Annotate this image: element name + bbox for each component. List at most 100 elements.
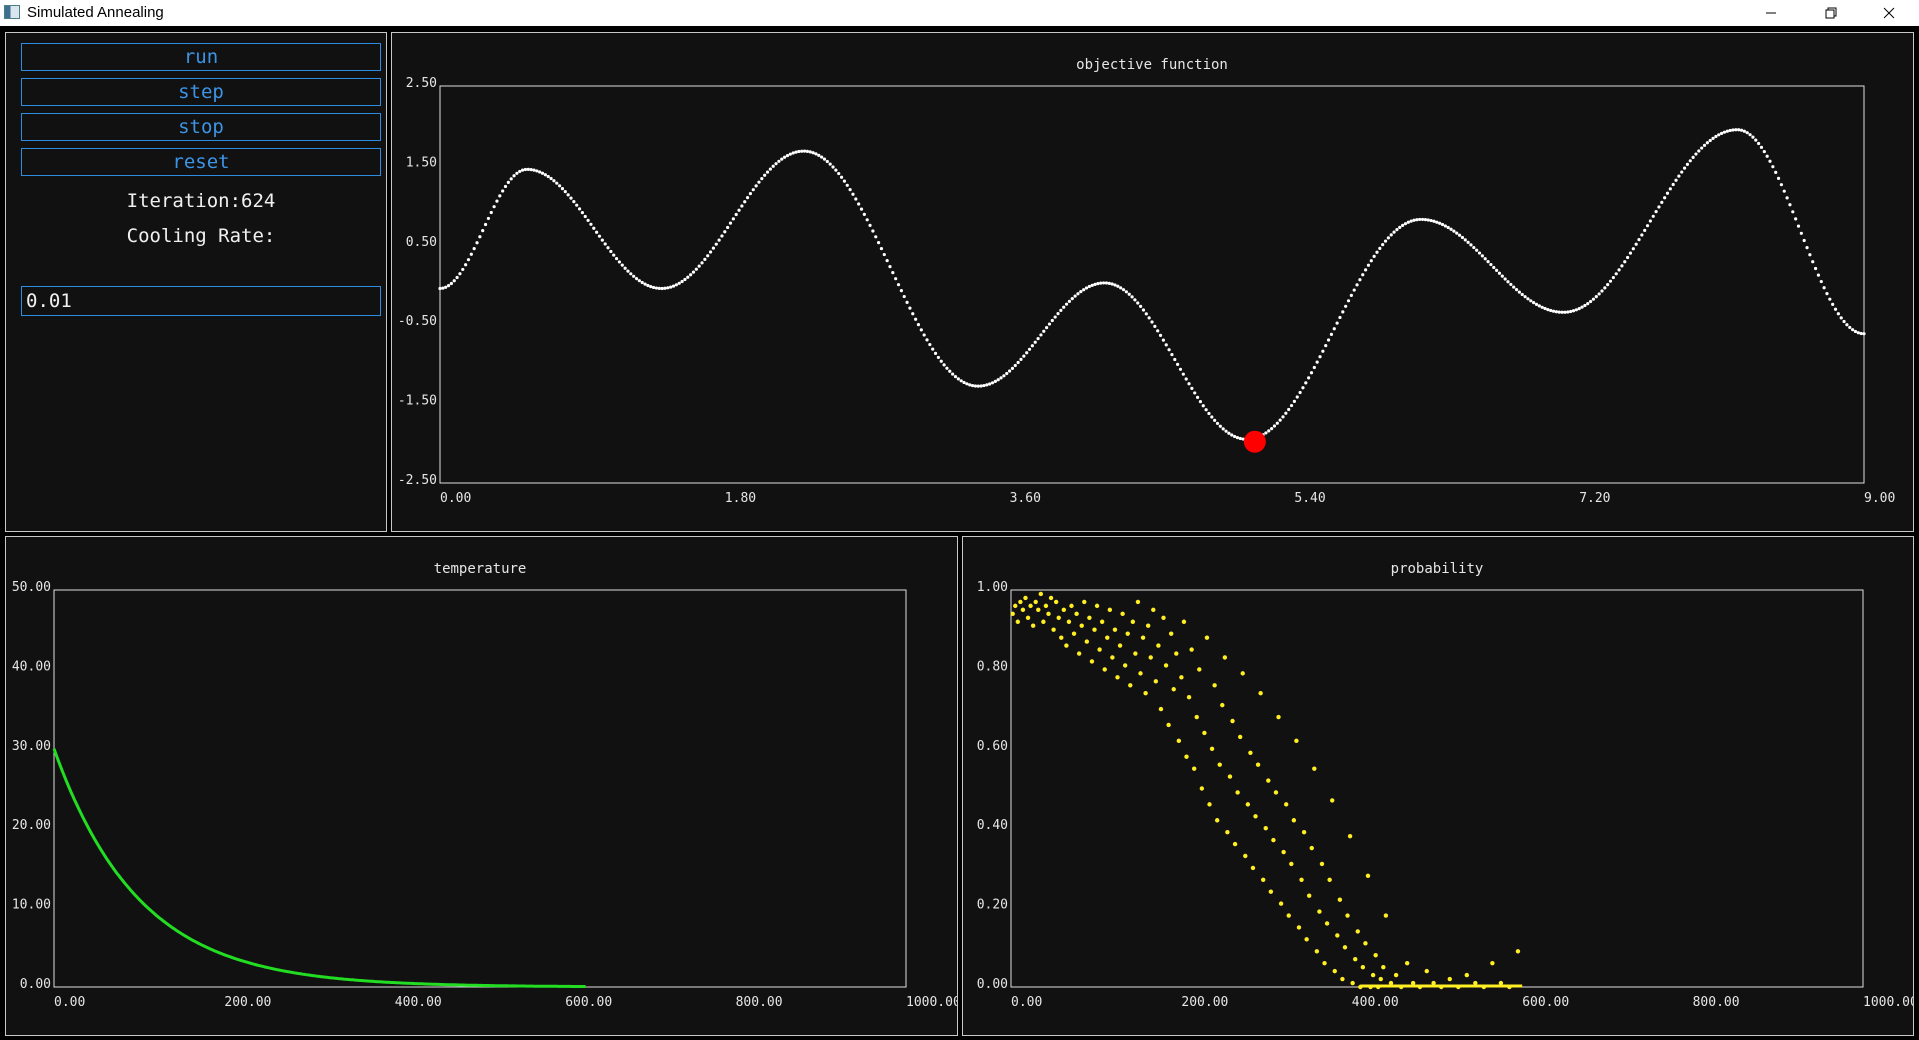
objective-point: [1409, 219, 1413, 223]
restore-button[interactable]: [1808, 0, 1854, 26]
objective-point: [677, 281, 681, 285]
objective-point: [1776, 176, 1781, 180]
objective-point: [1318, 355, 1322, 359]
chart-title: temperature: [434, 561, 527, 577]
objective-point: [441, 286, 445, 290]
objective-point: [1030, 344, 1034, 348]
objective-point: [1799, 231, 1803, 235]
y-tick-label: 1.50: [406, 155, 437, 170]
objective-point: [777, 159, 781, 163]
objective-point: [931, 347, 935, 351]
probability-point: [1020, 607, 1026, 613]
x-tick-label: 600.00: [1522, 995, 1569, 1010]
objective-point: [580, 211, 584, 215]
app-icon: [4, 5, 20, 19]
objective-point: [1401, 223, 1405, 227]
probability-point: [1363, 941, 1368, 946]
objective-point: [1859, 331, 1863, 336]
probability-points: [1010, 591, 1521, 990]
objective-point: [1500, 274, 1504, 278]
objective-point: [1369, 259, 1373, 263]
objective-point: [768, 167, 772, 171]
objective-point: [606, 246, 610, 250]
y-tick-label: 0.50: [406, 235, 437, 250]
objective-point: [1848, 325, 1852, 330]
title-bar: Simulated Annealing: [0, 0, 1919, 26]
objective-point: [1267, 429, 1271, 433]
objective-point: [1099, 281, 1103, 285]
run-button[interactable]: run: [21, 43, 381, 71]
probability-point: [1174, 651, 1179, 656]
objective-point: [1349, 293, 1353, 297]
reset-button[interactable]: reset: [21, 148, 381, 176]
objective-point: [1674, 178, 1678, 182]
objective-point: [1287, 407, 1291, 412]
probability-point: [1299, 877, 1304, 883]
probability-point: [1199, 786, 1205, 791]
objective-point: [820, 155, 824, 159]
objective-point: [865, 218, 869, 222]
probability-point: [1023, 595, 1028, 601]
objective-point: [1634, 242, 1638, 246]
probability-point: [1214, 818, 1220, 823]
stop-button[interactable]: stop: [21, 113, 381, 141]
objective-point: [1238, 436, 1242, 441]
objective-point: [1059, 308, 1063, 312]
objective-point: [660, 286, 664, 291]
objective-point: [1178, 367, 1183, 371]
probability-point: [1286, 913, 1291, 918]
probability-point: [1245, 802, 1251, 807]
minimize-button[interactable]: [1748, 0, 1794, 26]
probability-point: [1393, 972, 1399, 978]
objective-point: [1495, 268, 1499, 272]
objective-point: [1241, 437, 1245, 441]
step-button[interactable]: step: [21, 78, 381, 106]
probability-point: [1036, 607, 1041, 613]
objective-point: [1429, 218, 1433, 223]
x-tick-label: 200.00: [224, 995, 271, 1010]
objective-point: [464, 263, 468, 267]
objective-point: [1594, 295, 1598, 299]
objective-point: [1705, 141, 1709, 145]
probability-point: [1410, 980, 1416, 986]
probability-point: [1087, 615, 1092, 620]
objective-point: [1423, 218, 1428, 222]
objective-point: [765, 170, 770, 174]
objective-point: [1546, 307, 1550, 312]
objective-point: [936, 355, 941, 360]
objective-point: [1366, 263, 1371, 267]
objective-point: [1677, 174, 1681, 178]
objective-point: [1711, 136, 1715, 140]
probability-point: [1107, 607, 1113, 613]
probability-point: [1296, 925, 1302, 930]
objective-point: [1819, 279, 1823, 284]
objective-point: [1614, 272, 1618, 276]
objective-point: [859, 207, 864, 211]
objective-point: [1574, 308, 1578, 312]
cooling-rate-input[interactable]: [21, 286, 381, 316]
objective-point: [1230, 433, 1234, 437]
objective-point: [834, 168, 838, 172]
probability-point: [1240, 671, 1245, 676]
objective-point: [1460, 235, 1465, 240]
objective-point: [1352, 288, 1356, 292]
objective-point: [1361, 273, 1365, 277]
objective-point: [1588, 299, 1593, 304]
objective-point: [1042, 329, 1046, 333]
y-tick-label: 1.00: [977, 580, 1008, 595]
objective-point: [1603, 286, 1607, 290]
objective-point: [1811, 260, 1815, 264]
objective-point: [566, 193, 570, 197]
probability-point: [1053, 599, 1059, 605]
objective-point: [1104, 281, 1109, 285]
objective-point: [689, 273, 693, 277]
objective-point: [1144, 312, 1148, 316]
objective-point: [1534, 302, 1539, 306]
probability-point: [1189, 647, 1194, 652]
close-button[interactable]: [1866, 0, 1912, 26]
objective-point: [951, 372, 955, 376]
objective-point: [1577, 306, 1581, 311]
objective-point: [714, 242, 718, 246]
objective-point: [449, 281, 453, 286]
probability-point: [1079, 623, 1084, 628]
